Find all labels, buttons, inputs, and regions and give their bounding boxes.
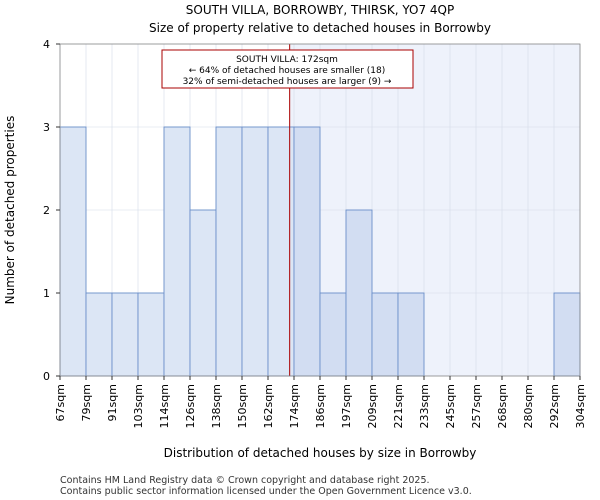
bar-209sqm bbox=[371, 292, 399, 377]
x-tick-label: 304sqm bbox=[574, 384, 587, 428]
x-tick-label: 268sqm bbox=[496, 384, 509, 428]
x-tick-label: 280sqm bbox=[522, 384, 535, 428]
bar-67sqm bbox=[59, 126, 87, 377]
y-tick-label: 3 bbox=[43, 121, 50, 134]
x-tick-label: 103sqm bbox=[132, 384, 145, 428]
x-tick-label: 91sqm bbox=[106, 384, 119, 421]
bar-186sqm bbox=[319, 292, 347, 377]
annotation-line2: ← 64% of detached houses are smaller (18… bbox=[189, 66, 386, 76]
bar-126sqm bbox=[189, 209, 217, 377]
bar-79sqm bbox=[85, 292, 113, 377]
x-tick-label: 257sqm bbox=[470, 384, 483, 428]
bar-174sqm bbox=[293, 126, 321, 377]
x-tick-label: 79sqm bbox=[80, 384, 93, 421]
x-tick-label: 150sqm bbox=[236, 384, 249, 428]
bar-197sqm bbox=[345, 209, 373, 377]
x-tick-label: 67sqm bbox=[54, 384, 67, 421]
bar-292sqm bbox=[553, 292, 581, 377]
x-tick-label: 138sqm bbox=[210, 384, 223, 428]
y-tick-label: 0 bbox=[43, 370, 50, 383]
bar-series bbox=[59, 126, 581, 377]
chart-subtitle: Size of property relative to detached ho… bbox=[149, 21, 491, 35]
x-tick-label: 221sqm bbox=[392, 384, 405, 428]
annotation-line1: SOUTH VILLA: 172sqm bbox=[236, 55, 338, 65]
x-axis-label: Distribution of detached houses by size … bbox=[164, 446, 477, 460]
bar-91sqm bbox=[111, 292, 139, 377]
x-tick-label: 292sqm bbox=[548, 384, 561, 428]
y-tick-label: 4 bbox=[43, 38, 50, 51]
bar-138sqm bbox=[215, 126, 243, 377]
bar-103sqm bbox=[137, 292, 165, 377]
y-axis-label: Number of detached properties bbox=[3, 116, 17, 305]
annotation-line3: 32% of semi-detached houses are larger (… bbox=[183, 77, 392, 87]
footer-line2: Contains public sector information licen… bbox=[60, 486, 472, 497]
x-tick-label: 245sqm bbox=[444, 384, 457, 428]
x-tick-label: 197sqm bbox=[340, 384, 353, 428]
x-tick-label: 233sqm bbox=[418, 384, 431, 428]
x-tick-label: 186sqm bbox=[314, 384, 327, 428]
bar-150sqm bbox=[241, 126, 269, 377]
x-tick-label: 114sqm bbox=[158, 384, 171, 428]
annotation-box: SOUTH VILLA: 172sqm ← 64% of detached ho… bbox=[161, 49, 414, 89]
bar-221sqm bbox=[397, 292, 425, 377]
footer-line1: Contains HM Land Registry data © Crown c… bbox=[60, 475, 430, 486]
x-tick-label: 126sqm bbox=[184, 384, 197, 428]
y-tick-label: 2 bbox=[43, 204, 50, 217]
chart-title: SOUTH VILLA, BORROWBY, THIRSK, YO7 4QP bbox=[186, 3, 454, 17]
y-axis-ticks: 0 1 2 3 4 bbox=[43, 38, 60, 383]
x-tick-label: 162sqm bbox=[262, 384, 275, 428]
x-axis-ticks: 67sqm 79sqm 91sqm 103sqm 114sqm 126sqm 138sqm 1… bbox=[54, 376, 587, 428]
y-tick-label: 1 bbox=[43, 287, 50, 300]
bar-114sqm bbox=[163, 126, 191, 377]
annotation-frame bbox=[161, 49, 414, 89]
x-tick-label: 209sqm bbox=[366, 384, 379, 428]
x-tick-label: 174sqm bbox=[288, 384, 301, 428]
